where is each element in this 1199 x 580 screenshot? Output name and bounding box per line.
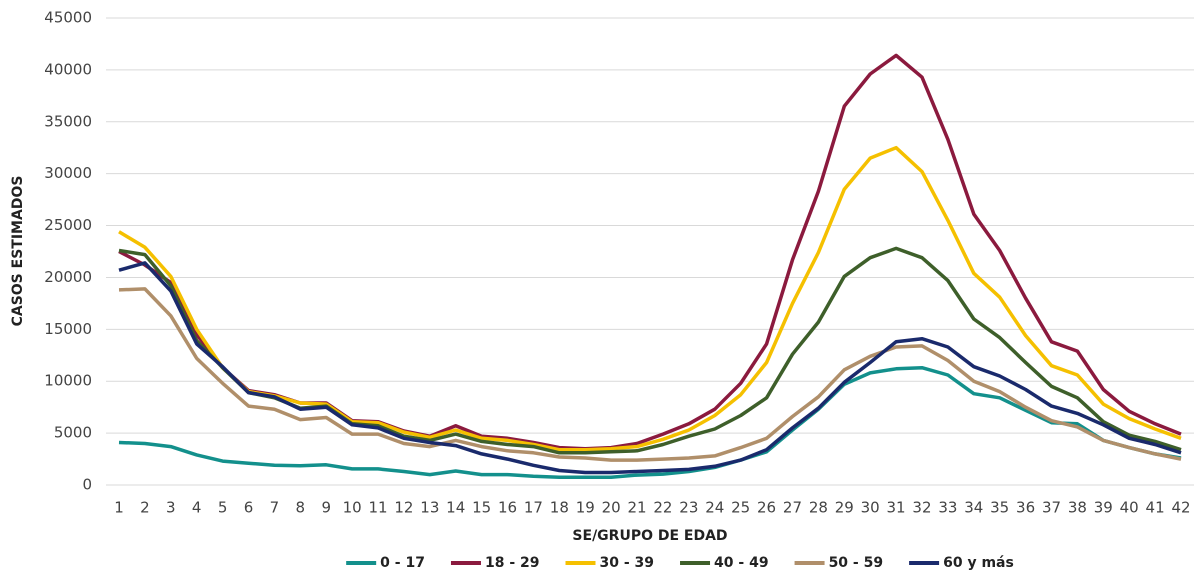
legend-label: 60 y más [943, 555, 1014, 571]
x-tick-label: 25 [731, 499, 750, 517]
x-tick-label: 31 [887, 499, 906, 517]
x-tick-label: 6 [244, 499, 254, 517]
x-tick-label: 12 [394, 499, 413, 517]
x-tick-label: 24 [705, 499, 724, 517]
x-tick-label: 41 [1146, 499, 1165, 517]
x-tick-label: 36 [1016, 499, 1035, 517]
x-tick-label: 10 [343, 499, 362, 517]
x-tick-label: 26 [757, 499, 776, 517]
x-tick-label: 8 [296, 499, 306, 517]
legend-label: 50 - 59 [829, 555, 884, 571]
legend-label: 0 - 17 [380, 555, 425, 571]
x-tick-label: 39 [1094, 499, 1113, 517]
x-tick-label: 37 [1042, 499, 1061, 517]
x-tick-label: 33 [938, 499, 957, 517]
x-tick-label: 40 [1120, 499, 1139, 517]
series-line [118, 261, 1182, 475]
x-tick-label: 7 [270, 499, 280, 517]
legend-label: 18 - 29 [485, 555, 540, 571]
x-axis-title: SE/GRUPO DE EDAD [572, 528, 727, 544]
x-tick-label: 34 [964, 499, 983, 517]
y-tick-label: 40000 [44, 60, 92, 78]
x-tick-label: 17 [524, 499, 543, 517]
x-tick-label: 13 [420, 499, 439, 517]
x-tick-label: 20 [602, 499, 621, 517]
y-tick-label: 25000 [44, 216, 92, 234]
x-tick-label: 38 [1068, 499, 1087, 517]
series-line [118, 246, 1182, 455]
x-tick-label: 27 [783, 499, 802, 517]
x-tick-label: 35 [990, 499, 1009, 517]
series-line [118, 145, 1182, 452]
x-tick-label: 32 [912, 499, 931, 517]
x-tick-label: 16 [498, 499, 517, 517]
x-tick-label: 1 [114, 499, 124, 517]
series-line [118, 365, 1182, 479]
x-tick-label: 14 [446, 499, 465, 517]
x-tick-label: 29 [835, 499, 854, 517]
y-tick-label: 35000 [44, 112, 92, 130]
series-line [118, 53, 1182, 451]
legend-label: 30 - 39 [600, 555, 655, 571]
x-tick-label: 28 [809, 499, 828, 517]
y-tick-label: 45000 [44, 9, 92, 27]
x-tick-label: 11 [368, 499, 387, 517]
x-tick-label: 22 [653, 499, 672, 517]
y-tick-label: 15000 [44, 320, 92, 338]
x-tick-label: 2 [140, 499, 150, 517]
series-line [118, 287, 1182, 462]
legend-label: 40 - 49 [714, 555, 769, 571]
x-tick-label: 23 [679, 499, 698, 517]
x-tick-label: 18 [550, 499, 569, 517]
y-axis-title: CASOS ESTIMADOS [10, 176, 26, 327]
x-tick-label: 21 [628, 499, 647, 517]
y-tick-label: 30000 [44, 164, 92, 182]
y-tick-label: 5000 [54, 424, 92, 442]
y-tick-label: 20000 [44, 268, 92, 286]
x-tick-label: 42 [1171, 499, 1190, 517]
y-tick-label: 10000 [44, 372, 92, 390]
x-tick-label: 4 [192, 499, 202, 517]
y-tick-label: 0 [82, 476, 92, 494]
x-tick-label: 3 [166, 499, 176, 517]
x-tick-label: 30 [861, 499, 880, 517]
x-tick-label: 9 [321, 499, 331, 517]
x-tick-label: 5 [218, 499, 228, 517]
x-tick-label: 15 [472, 499, 491, 517]
x-tick-label: 19 [576, 499, 595, 517]
